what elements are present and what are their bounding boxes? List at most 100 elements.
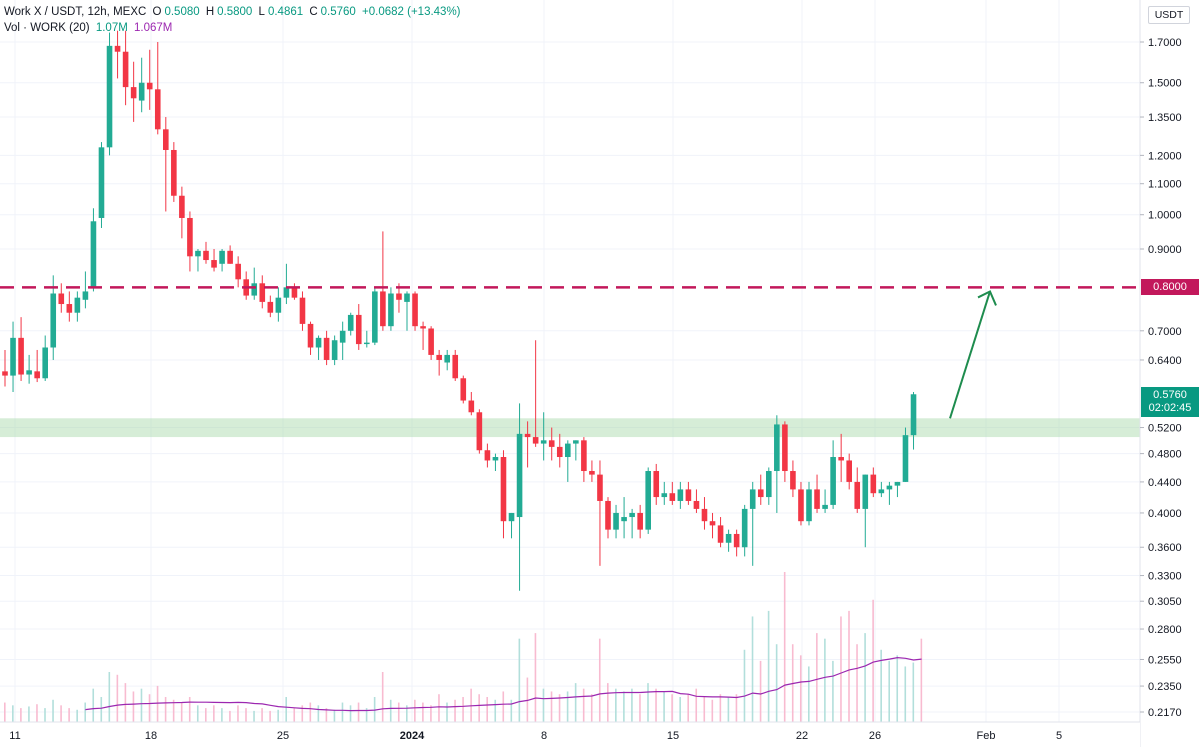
volume-legend: Vol · WORK (20) 1.07M 1.067M bbox=[4, 22, 175, 34]
candle-body bbox=[372, 291, 378, 343]
price-tick-label: 0.4800 bbox=[1148, 449, 1182, 461]
candle-body bbox=[701, 508, 708, 522]
volume-ma-line bbox=[85, 656, 922, 712]
volume-bar bbox=[20, 708, 22, 722]
time-tick-label: 26 bbox=[869, 730, 881, 742]
volume-bar bbox=[84, 702, 86, 722]
candle-body bbox=[420, 326, 426, 329]
volume-bar bbox=[478, 694, 480, 722]
volume-bar bbox=[687, 694, 689, 722]
candle-body bbox=[50, 293, 57, 348]
candle-body bbox=[621, 517, 627, 522]
volume-bar bbox=[116, 674, 119, 722]
volume-label[interactable]: Vol · WORK (20) bbox=[4, 22, 90, 34]
candle-body bbox=[10, 337, 16, 376]
low-value: 0.4861 bbox=[267, 6, 304, 18]
price-tick-label: 0.9000 bbox=[1148, 244, 1182, 256]
candle-body bbox=[757, 489, 764, 498]
candle-body bbox=[66, 304, 73, 313]
volume-bar bbox=[566, 691, 569, 722]
candle-body bbox=[82, 291, 89, 300]
candle-body bbox=[540, 440, 547, 444]
price-tick-label: 0.2350 bbox=[1148, 681, 1182, 693]
candle-body bbox=[516, 433, 523, 518]
candle-body bbox=[886, 485, 893, 490]
volume-bar bbox=[574, 683, 577, 722]
volume-bar bbox=[108, 672, 111, 722]
volume-bar bbox=[647, 683, 649, 722]
volume-bar bbox=[494, 699, 497, 722]
candle-body bbox=[171, 149, 177, 196]
volume-bar bbox=[848, 610, 850, 722]
price-tick-label: 0.4000 bbox=[1148, 508, 1182, 520]
candle-body bbox=[195, 250, 201, 257]
candle-body bbox=[299, 297, 306, 324]
volume-bar bbox=[28, 706, 30, 722]
volume-bar bbox=[824, 638, 826, 722]
volume-bar bbox=[373, 697, 376, 722]
price-tick-label: 0.7000 bbox=[1148, 326, 1182, 338]
volume-bar bbox=[357, 702, 360, 722]
candle-body bbox=[18, 337, 24, 375]
volume-bar bbox=[68, 708, 70, 722]
volume-bar bbox=[799, 655, 802, 722]
volume-bar bbox=[615, 688, 617, 722]
volume-bar bbox=[285, 697, 287, 722]
volume-bar bbox=[221, 708, 223, 722]
candle-body bbox=[211, 260, 217, 268]
ohlc-legend: Work X / USDT, 12h, MEXC O 0.5080 H 0.5800… bbox=[4, 6, 464, 18]
price-tick-label: 0.6400 bbox=[1148, 355, 1182, 367]
volume-bar bbox=[582, 688, 585, 722]
volume-bar bbox=[349, 705, 352, 722]
candle-body bbox=[364, 342, 370, 345]
candle-body bbox=[798, 489, 804, 522]
volume-bar bbox=[526, 677, 529, 722]
volume-bar bbox=[446, 702, 448, 722]
volume-bar bbox=[188, 697, 191, 722]
volume-bars bbox=[4, 572, 923, 722]
candle-body bbox=[790, 471, 796, 490]
volume-bar bbox=[422, 702, 424, 722]
volume-bar bbox=[196, 705, 199, 722]
volume-bar bbox=[414, 699, 416, 722]
time-tick-label: 22 bbox=[796, 730, 808, 742]
volume-bar bbox=[317, 705, 320, 722]
volume-bar bbox=[542, 688, 545, 722]
candle-body bbox=[910, 394, 917, 436]
time-tick-label: 2024 bbox=[400, 730, 425, 742]
price-tick-label: 0.2170 bbox=[1148, 707, 1182, 719]
time-axis-bg bbox=[0, 722, 1140, 747]
volume-bar bbox=[896, 655, 899, 722]
candle-body bbox=[251, 283, 258, 296]
candle-body bbox=[484, 450, 491, 461]
symbol-title[interactable]: Work X / USDT, 12h, MEXC bbox=[4, 6, 147, 18]
volume-bar bbox=[888, 660, 890, 722]
open-label: O bbox=[152, 6, 162, 18]
time-tick-label: 18 bbox=[145, 730, 157, 742]
volume-bar bbox=[631, 688, 633, 722]
volume-bar bbox=[743, 649, 746, 722]
price-tick-label: 0.3300 bbox=[1148, 571, 1182, 583]
volume-bar bbox=[164, 697, 167, 722]
candle-body bbox=[90, 221, 97, 288]
candle-body bbox=[26, 370, 32, 375]
volume-bar bbox=[840, 616, 842, 722]
candle-body bbox=[605, 500, 611, 530]
volume-bar bbox=[381, 672, 384, 722]
candle-body bbox=[476, 412, 483, 451]
volume-bar bbox=[751, 616, 754, 722]
volume-bar bbox=[783, 572, 786, 722]
currency-button[interactable]: USDT bbox=[1148, 6, 1190, 24]
volume-bar bbox=[550, 691, 553, 722]
candle-body bbox=[130, 87, 137, 99]
candle-body bbox=[42, 347, 48, 379]
volume-bar bbox=[767, 610, 770, 722]
countdown-timer: 02:02:45 bbox=[1148, 402, 1192, 415]
volume-bar bbox=[486, 697, 488, 722]
candle-body bbox=[565, 443, 571, 458]
volume-bar bbox=[438, 694, 440, 722]
volume-bar bbox=[229, 710, 231, 722]
volume-bar bbox=[325, 708, 328, 722]
candle-body bbox=[412, 293, 418, 327]
